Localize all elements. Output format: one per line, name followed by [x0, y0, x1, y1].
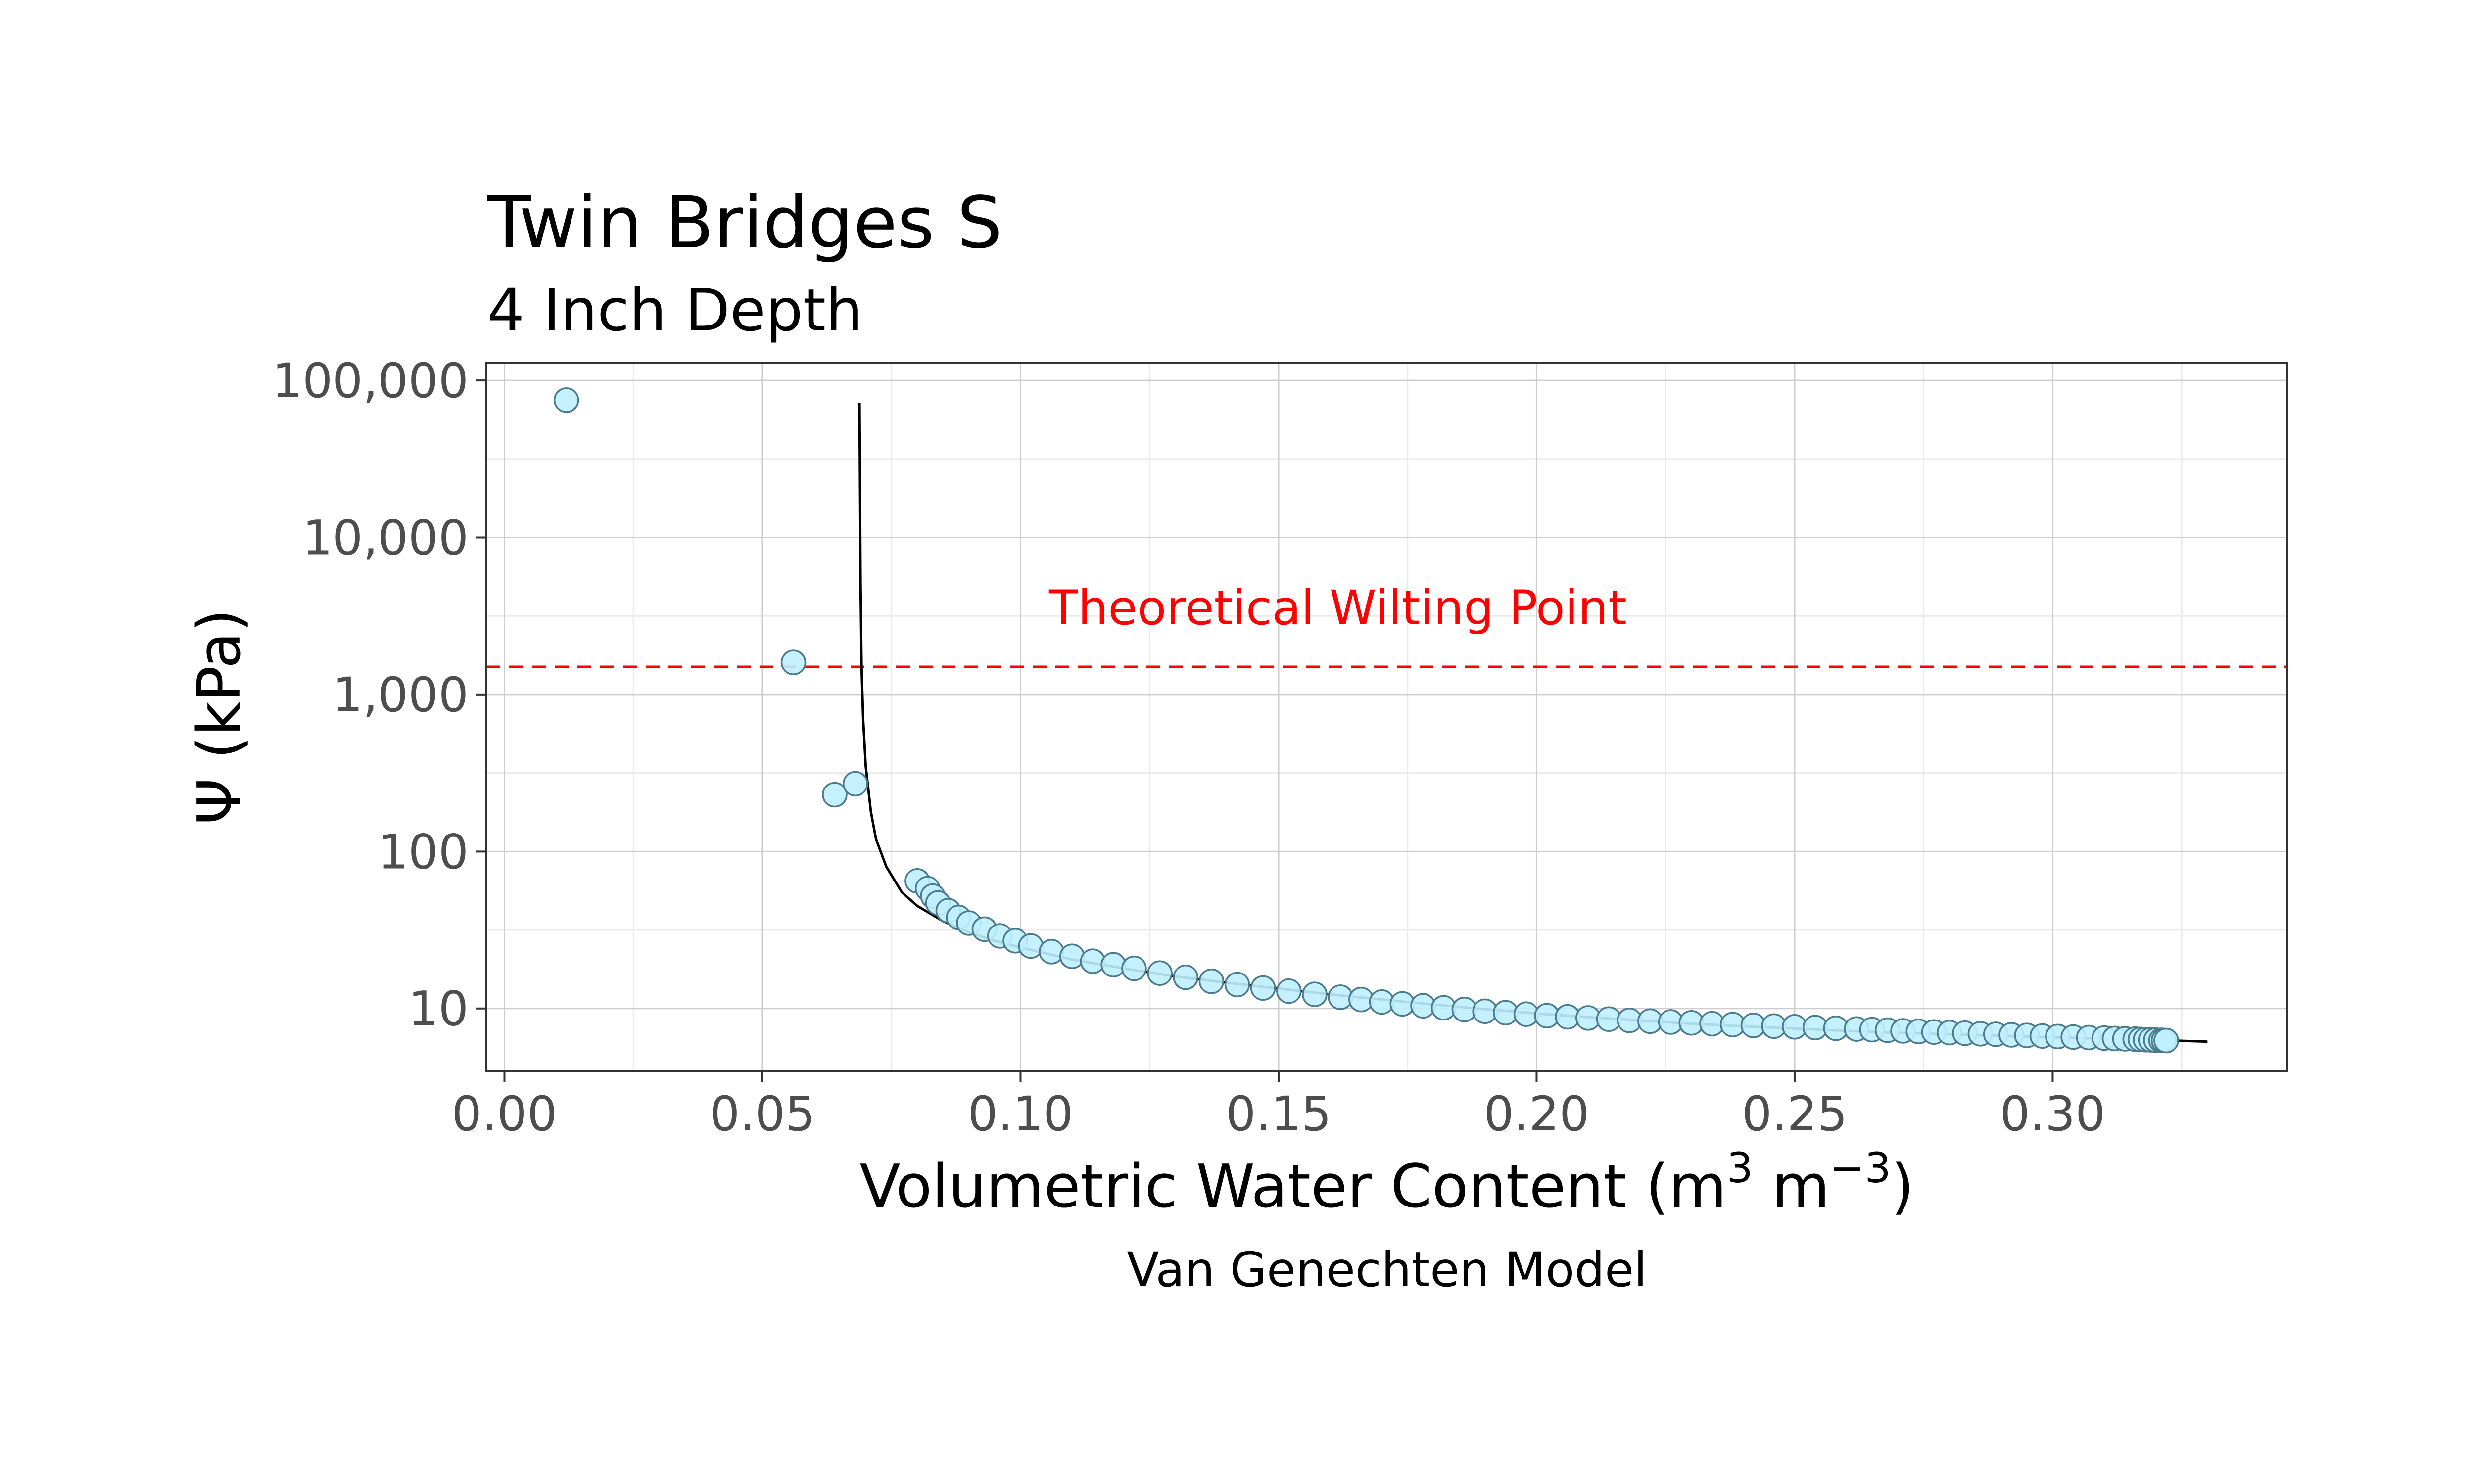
- x-tick-label: 0.00: [452, 1086, 558, 1142]
- x-axis: 0.00 0.05 0.10 0.15 0.20 0.25 0.30: [452, 1071, 2106, 1142]
- y-tick-label: 10: [408, 981, 469, 1037]
- x-tick-label: 0.05: [710, 1086, 815, 1142]
- x-tick-label: 0.15: [1226, 1086, 1332, 1142]
- data-point: [1302, 981, 1328, 1007]
- data-point: [1276, 978, 1302, 1004]
- data-point: [1121, 955, 1147, 981]
- data-point: [1100, 952, 1126, 977]
- x-tick-label: 0.30: [2000, 1086, 2106, 1142]
- data-point: [1059, 943, 1085, 969]
- y-tick-label: 100: [378, 824, 469, 880]
- data-point: [1080, 948, 1106, 974]
- observed-points: [553, 387, 2179, 1054]
- y-tick-label: 100,000: [272, 353, 469, 409]
- grid-minor: [486, 363, 2287, 1071]
- wilting-point-label: Theoretical Wilting Point: [1048, 580, 1627, 636]
- y-tick-label: 1,000: [333, 667, 469, 723]
- y-axis: 10 100 1,000 10,000 100,000: [272, 353, 486, 1037]
- x-axis-title: Volumetric Water Content (m3 m−3): [859, 1144, 1914, 1221]
- data-point: [1147, 960, 1173, 986]
- data-point: [2153, 1027, 2179, 1054]
- data-point: [1224, 972, 1250, 998]
- data-point: [1250, 975, 1276, 1001]
- chart-caption: Van Genechten Model: [1127, 1242, 1647, 1298]
- data-point: [842, 771, 868, 797]
- chart-subtitle: 4 Inch Depth: [487, 276, 863, 344]
- plot-border: [485, 362, 2288, 1072]
- data-point: [1198, 968, 1225, 994]
- data-point: [1173, 964, 1198, 990]
- data-point: [1039, 939, 1064, 965]
- data-point: [822, 782, 848, 808]
- y-tick-label: 10,000: [302, 510, 469, 566]
- chart-title: Twin Bridges S: [487, 181, 1002, 264]
- x-tick-label: 0.20: [1484, 1086, 1590, 1142]
- y-axis-title: Ψ (kPa): [186, 609, 254, 825]
- plot-background: [486, 363, 2287, 1071]
- data-point: [780, 649, 807, 675]
- x-tick-label: 0.10: [968, 1086, 1074, 1142]
- data-point: [553, 387, 579, 413]
- x-tick-label: 0.25: [1742, 1086, 1848, 1142]
- plot-panel: Theoretical Wilting Point: [485, 362, 2288, 1072]
